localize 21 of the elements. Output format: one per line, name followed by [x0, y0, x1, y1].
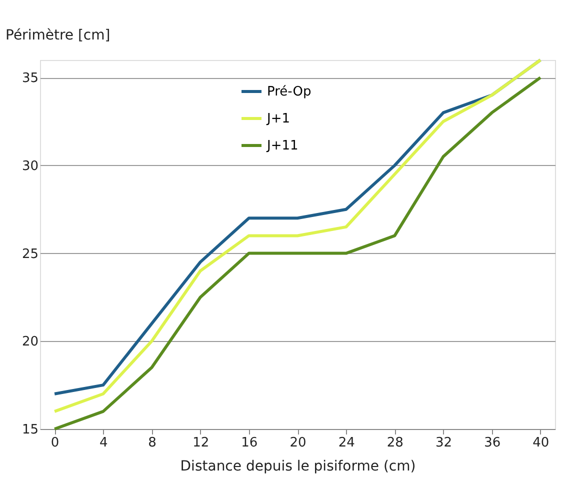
x-tick-label: 32: [435, 436, 452, 450]
x-tick-label: 28: [386, 436, 404, 450]
legend-label: J+11: [266, 138, 298, 154]
x-tick-label: 0: [50, 436, 60, 450]
y-tick-label: 20: [22, 334, 38, 350]
y-tick-label: 35: [22, 71, 38, 86]
x-tick-label: 16: [241, 436, 258, 450]
x-tick-label: 4: [100, 436, 108, 450]
x-tick-label: 8: [148, 436, 156, 450]
legend-label: Pré-Op: [267, 84, 312, 100]
legend-label: J+1: [266, 112, 290, 126]
y-tick-label: 30: [22, 158, 38, 174]
y-axis-title: Périmètre [cm]: [6, 28, 110, 44]
y-tick-label: 25: [22, 246, 38, 262]
y-tick-label: 15: [22, 422, 38, 438]
x-tick-label: 12: [192, 436, 210, 450]
x-tick-label: 20: [290, 436, 306, 450]
x-tick-label: 24: [338, 436, 355, 450]
x-tick-label: 40: [532, 436, 550, 450]
x-axis-title: Distance depuis le pisiforme (cm): [180, 458, 416, 474]
x-tick-label: 36: [484, 436, 501, 450]
